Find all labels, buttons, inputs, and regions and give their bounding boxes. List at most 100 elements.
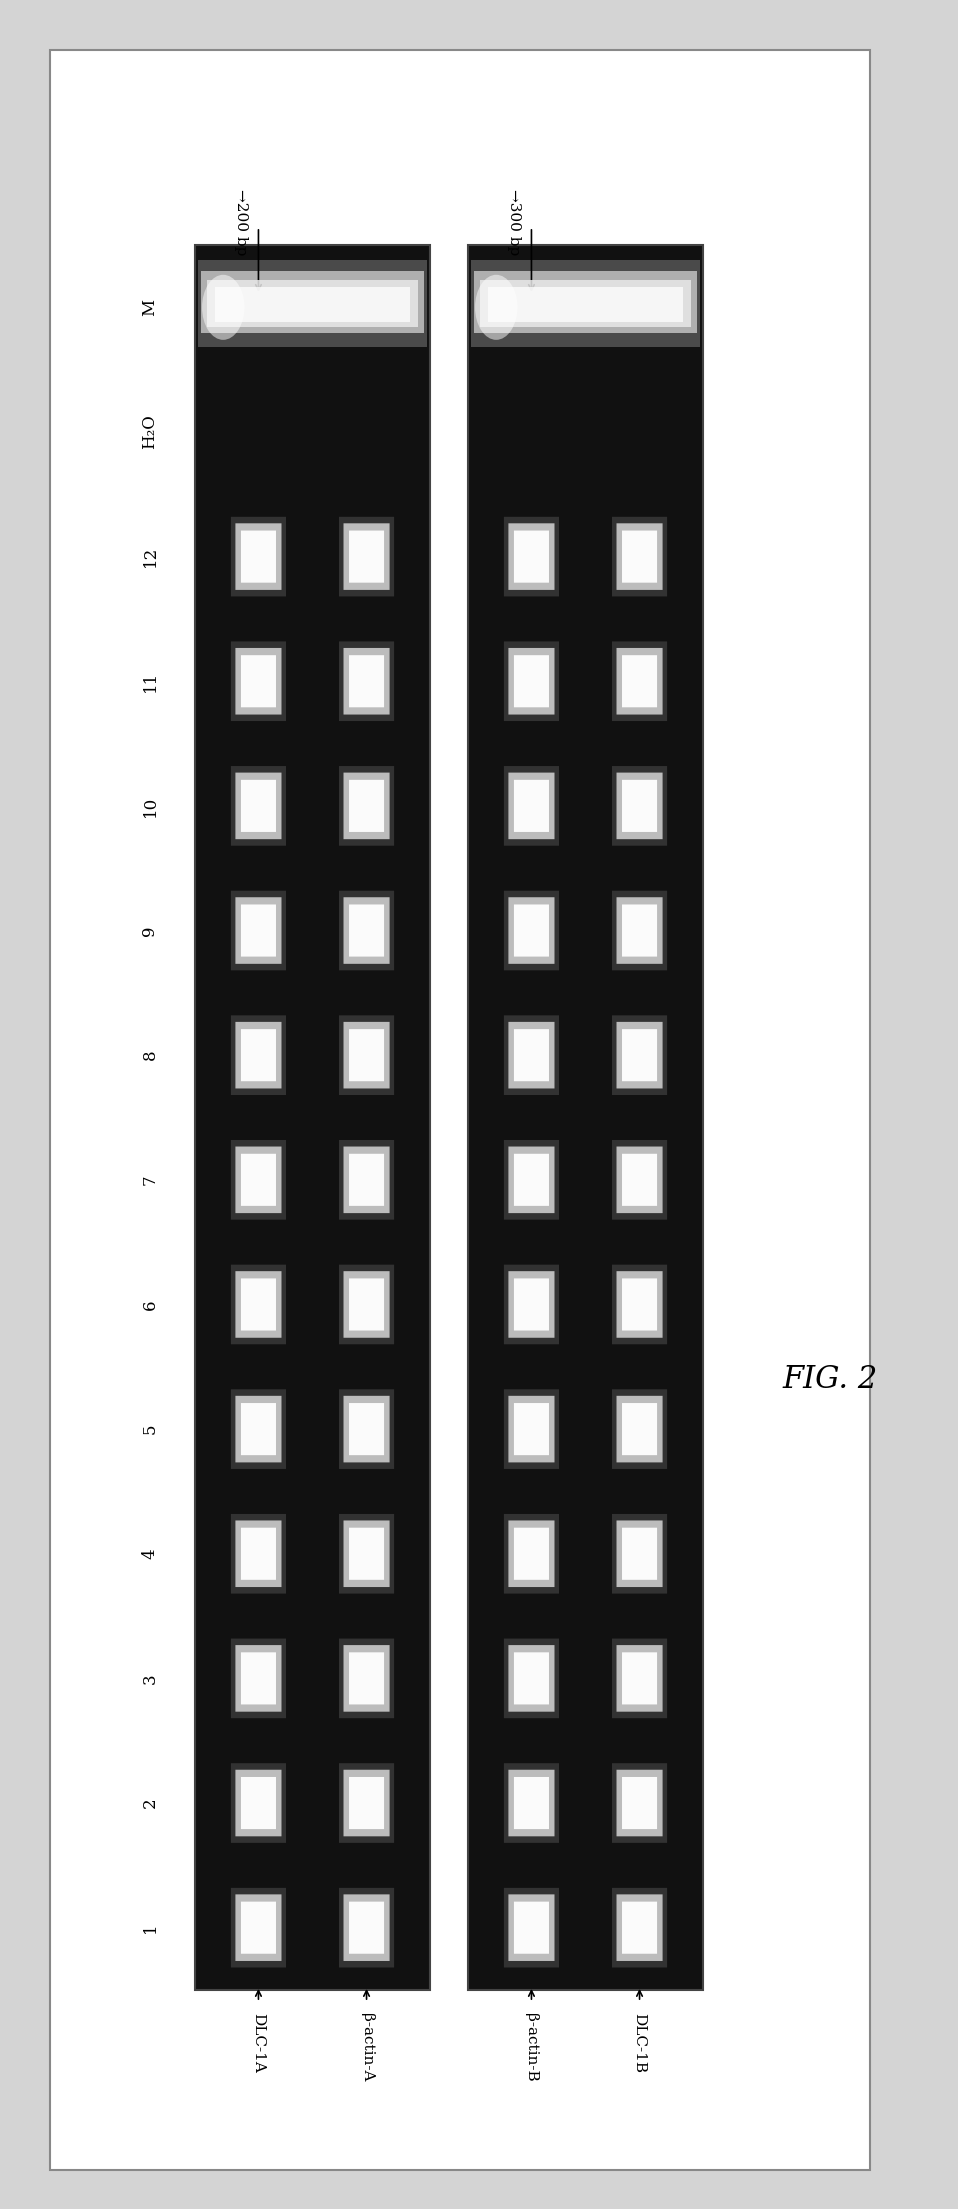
FancyBboxPatch shape xyxy=(509,1396,555,1462)
FancyBboxPatch shape xyxy=(617,897,663,963)
FancyBboxPatch shape xyxy=(513,1652,549,1705)
Bar xyxy=(201,272,424,334)
FancyBboxPatch shape xyxy=(236,1895,282,1962)
FancyBboxPatch shape xyxy=(509,773,555,839)
FancyBboxPatch shape xyxy=(617,1646,663,1712)
FancyBboxPatch shape xyxy=(231,1266,286,1345)
FancyBboxPatch shape xyxy=(513,903,549,956)
Text: →200 bp: →200 bp xyxy=(235,188,248,256)
FancyBboxPatch shape xyxy=(344,1023,390,1089)
FancyBboxPatch shape xyxy=(612,1639,667,1719)
Text: 4: 4 xyxy=(142,1549,158,1560)
FancyBboxPatch shape xyxy=(344,773,390,839)
Bar xyxy=(468,245,703,1990)
FancyBboxPatch shape xyxy=(240,1153,276,1206)
FancyBboxPatch shape xyxy=(622,1529,657,1579)
FancyBboxPatch shape xyxy=(622,903,657,956)
FancyBboxPatch shape xyxy=(231,1513,286,1593)
FancyBboxPatch shape xyxy=(344,1520,390,1586)
FancyBboxPatch shape xyxy=(612,890,667,970)
FancyBboxPatch shape xyxy=(509,1023,555,1089)
FancyBboxPatch shape xyxy=(231,1639,286,1719)
FancyBboxPatch shape xyxy=(513,1403,549,1456)
Bar xyxy=(215,287,410,323)
Bar xyxy=(195,245,430,1990)
FancyBboxPatch shape xyxy=(504,890,559,970)
FancyBboxPatch shape xyxy=(504,1763,559,1842)
FancyBboxPatch shape xyxy=(240,1529,276,1579)
Text: 6: 6 xyxy=(142,1299,158,1310)
FancyBboxPatch shape xyxy=(504,1266,559,1345)
FancyBboxPatch shape xyxy=(504,1513,559,1593)
FancyBboxPatch shape xyxy=(339,1140,394,1219)
FancyBboxPatch shape xyxy=(344,1895,390,1962)
FancyBboxPatch shape xyxy=(622,780,657,833)
FancyBboxPatch shape xyxy=(231,767,286,846)
FancyBboxPatch shape xyxy=(240,1029,276,1080)
FancyBboxPatch shape xyxy=(339,890,394,970)
FancyBboxPatch shape xyxy=(509,1146,555,1213)
Text: 1: 1 xyxy=(142,1922,158,1933)
Bar xyxy=(207,281,418,327)
Text: H₂O: H₂O xyxy=(142,415,158,448)
Text: 8: 8 xyxy=(142,1049,158,1060)
FancyBboxPatch shape xyxy=(612,1140,667,1219)
FancyBboxPatch shape xyxy=(612,1016,667,1096)
FancyBboxPatch shape xyxy=(339,1639,394,1719)
FancyBboxPatch shape xyxy=(612,641,667,720)
FancyBboxPatch shape xyxy=(339,1513,394,1593)
FancyBboxPatch shape xyxy=(622,1902,657,1953)
FancyBboxPatch shape xyxy=(236,1146,282,1213)
FancyBboxPatch shape xyxy=(612,1266,667,1345)
FancyBboxPatch shape xyxy=(344,897,390,963)
FancyBboxPatch shape xyxy=(236,1270,282,1339)
FancyBboxPatch shape xyxy=(513,530,549,583)
FancyBboxPatch shape xyxy=(339,641,394,720)
FancyBboxPatch shape xyxy=(236,773,282,839)
FancyBboxPatch shape xyxy=(349,1776,384,1829)
FancyBboxPatch shape xyxy=(622,530,657,583)
FancyBboxPatch shape xyxy=(622,656,657,707)
FancyBboxPatch shape xyxy=(339,1266,394,1345)
FancyBboxPatch shape xyxy=(349,1029,384,1080)
FancyBboxPatch shape xyxy=(617,524,663,590)
FancyBboxPatch shape xyxy=(617,1146,663,1213)
Text: 3: 3 xyxy=(142,1672,158,1683)
FancyBboxPatch shape xyxy=(513,1029,549,1080)
Text: 11: 11 xyxy=(142,672,158,691)
Text: FIG. 2: FIG. 2 xyxy=(783,1365,878,1396)
FancyBboxPatch shape xyxy=(622,1279,657,1330)
FancyBboxPatch shape xyxy=(344,1146,390,1213)
FancyBboxPatch shape xyxy=(513,1776,549,1829)
FancyBboxPatch shape xyxy=(509,1646,555,1712)
FancyBboxPatch shape xyxy=(236,1396,282,1462)
FancyBboxPatch shape xyxy=(612,517,667,596)
FancyBboxPatch shape xyxy=(240,1279,276,1330)
FancyBboxPatch shape xyxy=(240,1902,276,1953)
FancyBboxPatch shape xyxy=(344,1396,390,1462)
FancyBboxPatch shape xyxy=(622,1776,657,1829)
Text: 12: 12 xyxy=(142,546,158,568)
FancyBboxPatch shape xyxy=(513,1153,549,1206)
FancyBboxPatch shape xyxy=(231,1389,286,1469)
Text: 5: 5 xyxy=(142,1425,158,1434)
FancyBboxPatch shape xyxy=(513,780,549,833)
FancyBboxPatch shape xyxy=(509,1520,555,1586)
FancyBboxPatch shape xyxy=(617,1023,663,1089)
FancyBboxPatch shape xyxy=(240,780,276,833)
FancyBboxPatch shape xyxy=(339,767,394,846)
FancyBboxPatch shape xyxy=(612,767,667,846)
FancyBboxPatch shape xyxy=(349,656,384,707)
FancyBboxPatch shape xyxy=(509,1895,555,1962)
FancyBboxPatch shape xyxy=(240,1652,276,1705)
FancyBboxPatch shape xyxy=(344,1270,390,1339)
FancyBboxPatch shape xyxy=(236,524,282,590)
FancyBboxPatch shape xyxy=(231,641,286,720)
FancyBboxPatch shape xyxy=(513,1902,549,1953)
FancyBboxPatch shape xyxy=(231,1016,286,1096)
FancyBboxPatch shape xyxy=(617,1769,663,1836)
FancyBboxPatch shape xyxy=(236,647,282,714)
Text: 2: 2 xyxy=(142,1798,158,1809)
FancyBboxPatch shape xyxy=(349,530,384,583)
FancyBboxPatch shape xyxy=(509,1270,555,1339)
